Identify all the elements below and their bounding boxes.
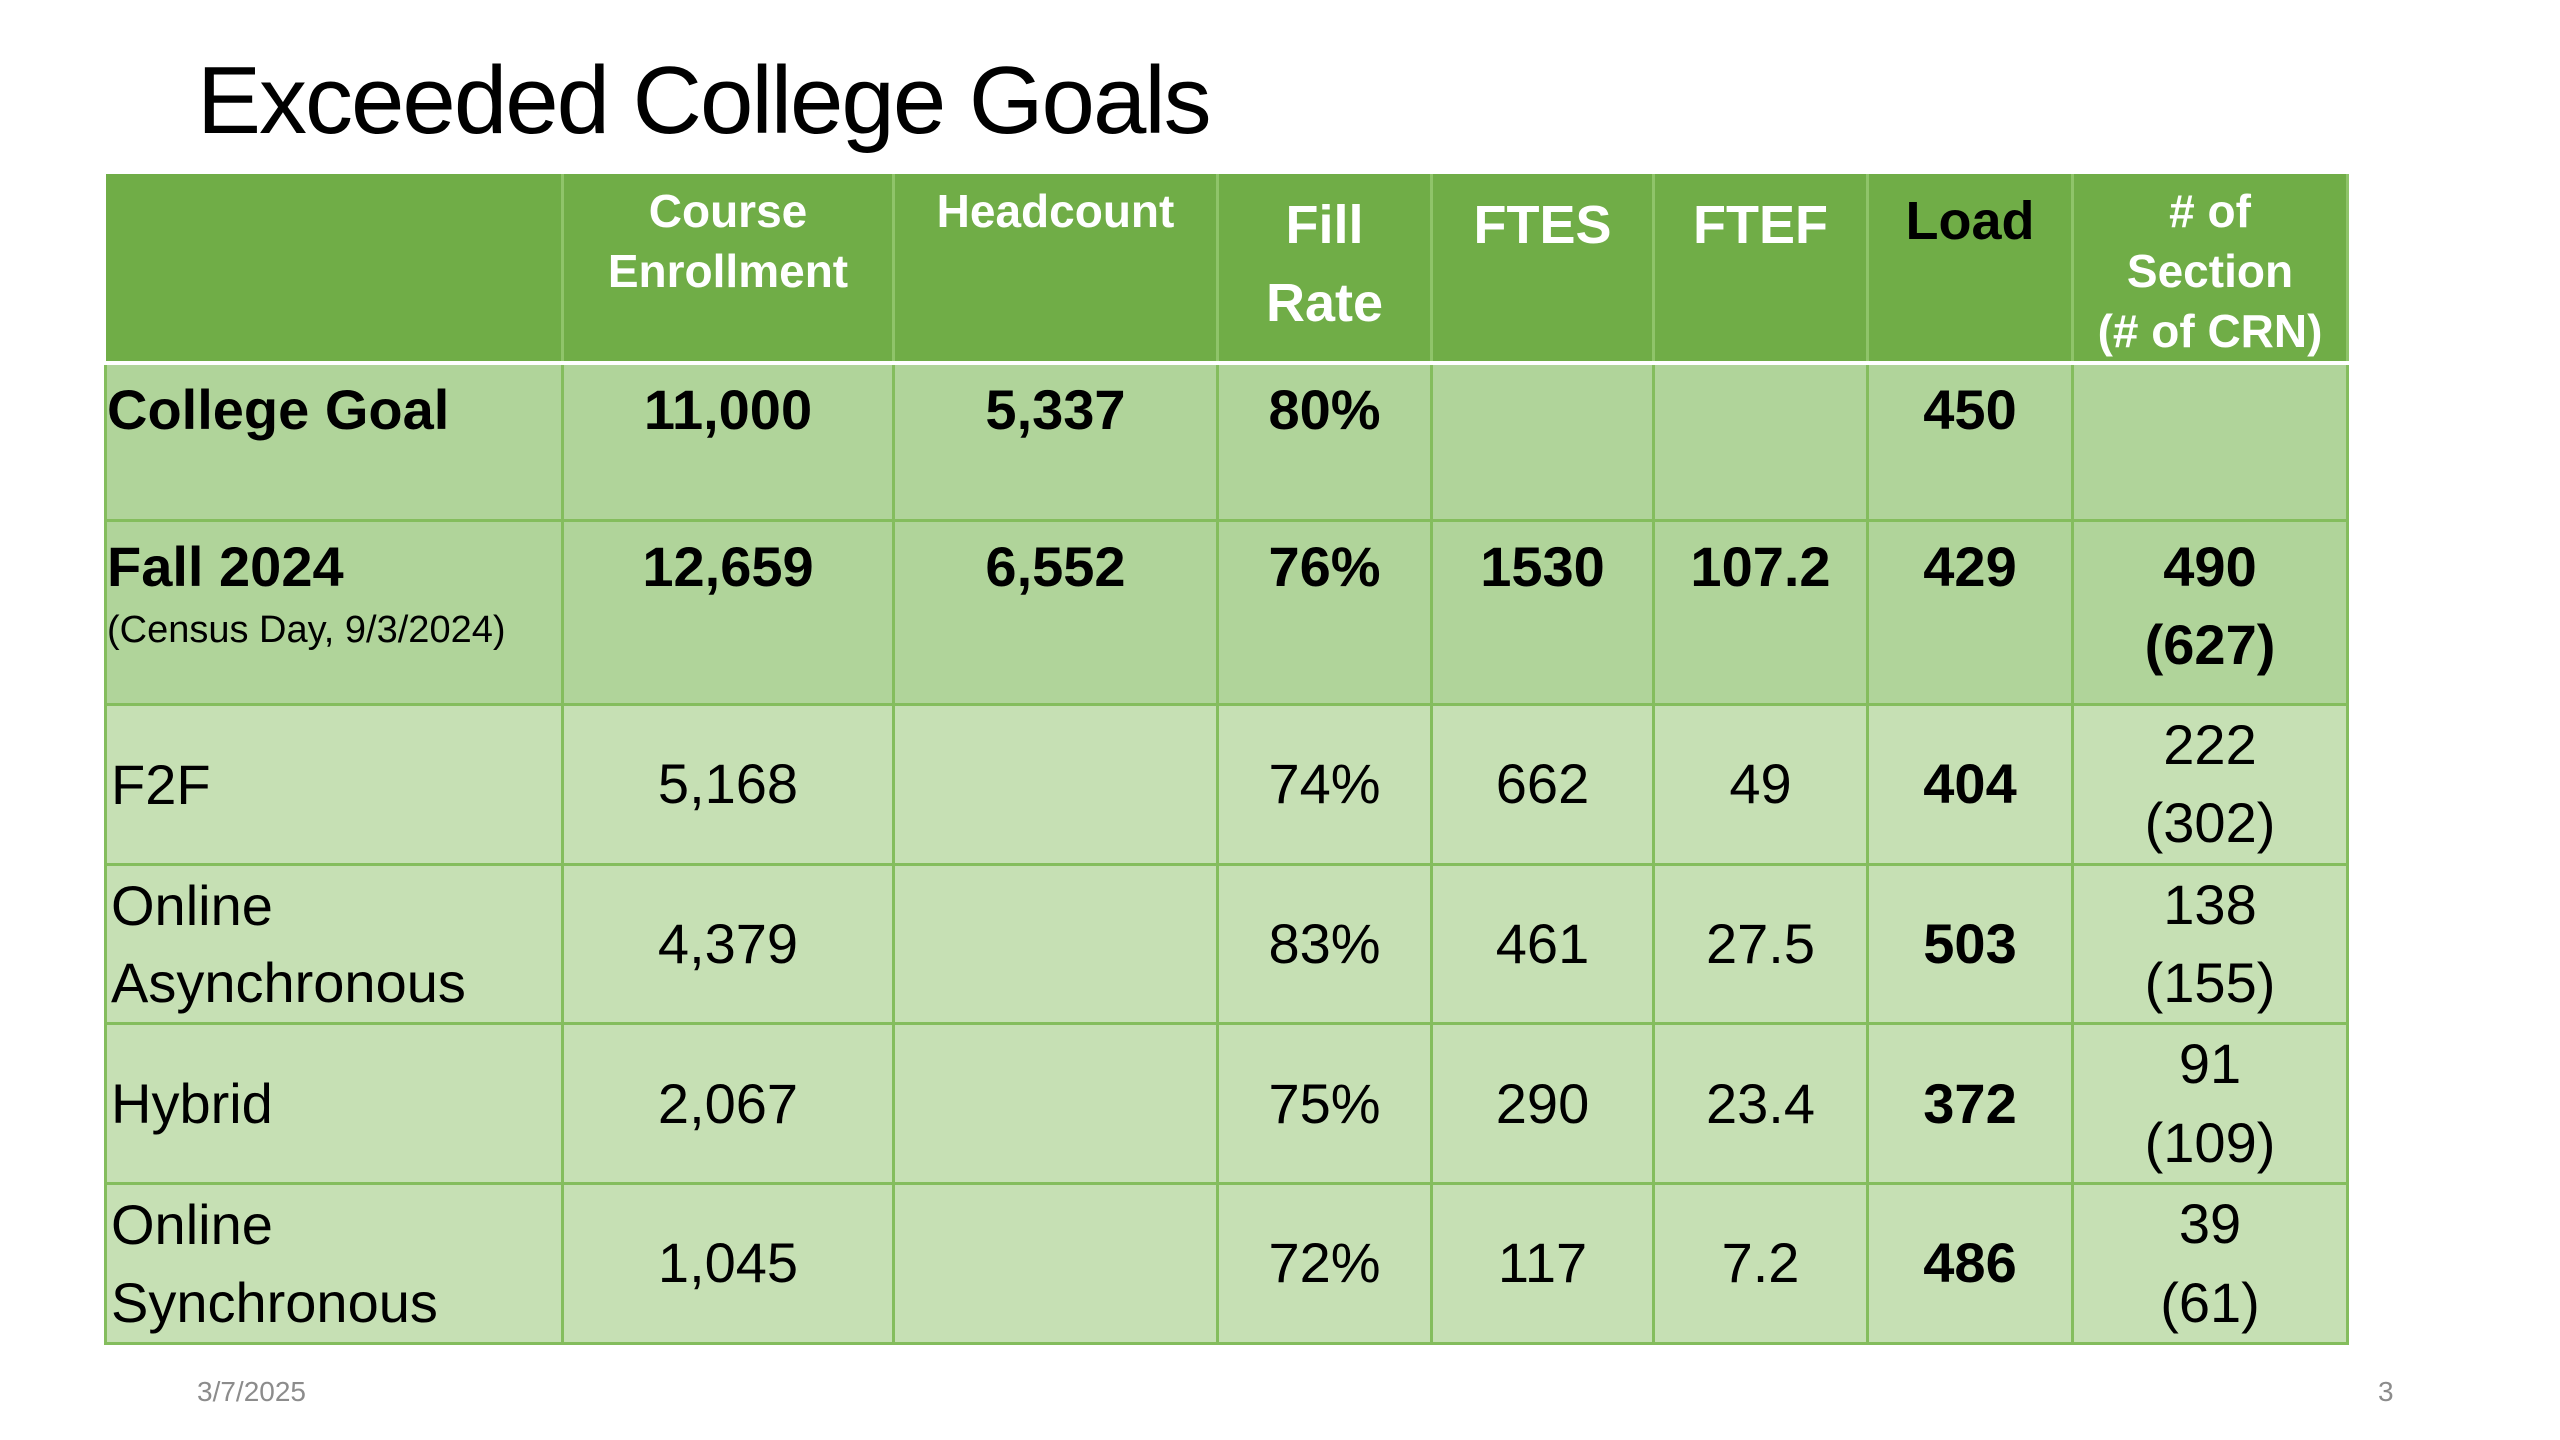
cell-ftef: 27.5 [1652,862,1869,1026]
table-row-college-goal: College Goal 11,000 5,337 80% 450 [104,361,2349,522]
table-row-online-asynchronous: Online Asynchronous 4,379 83% 461 27.5 50… [104,862,2349,1026]
goals-table: Course Enrollment Headcount Fill Rate FTES… [104,174,2349,1346]
header-fill-rate: Fill Rate [1217,174,1433,366]
row-label-f2f: F2F [104,702,564,866]
cell-headcount [892,862,1219,1026]
cell-load: 503 [1866,862,2074,1026]
row-label-online-asynchronous: Online Asynchronous [104,862,564,1026]
slide-title: Exceeded College Goals [197,47,1212,154]
table-row-f2f: F2F 5,168 74% 662 49 404 222 (302) [104,702,2349,866]
header-course-enrollment: Course Enrollment [562,174,895,366]
header-ftef: FTEF [1653,174,1869,366]
cell-sections [2071,361,2349,522]
cell-headcount: 6,552 [892,518,1219,706]
cell-ftef: 107.2 [1652,518,1869,706]
cell-course-enrollment: 11,000 [561,361,895,522]
cell-ftef: 23.4 [1652,1022,1869,1186]
table-row-online-synchronous: Online Synchronous 1,045 72% 117 7.2 486 … [104,1182,2349,1346]
cell-course-enrollment: 1,045 [561,1182,895,1346]
cell-ftes: 662 [1430,702,1655,866]
cell-course-enrollment: 12,659 [561,518,895,706]
cell-ftes: 117 [1430,1182,1655,1346]
cell-sections: 39 (61) [2071,1182,2349,1346]
cell-fill-rate: 72% [1216,1182,1433,1346]
row-sublabel-census-day: (Census Day, 9/3/2024) [107,609,506,652]
cell-ftef: 7.2 [1652,1182,1869,1346]
row-label-text: College Goal [107,378,450,442]
cell-course-enrollment: 4,379 [561,862,895,1026]
cell-sections: 91 (109) [2071,1022,2349,1186]
table-row-hybrid: Hybrid 2,067 75% 290 23.4 372 91 (109) [104,1022,2349,1186]
cell-load: 372 [1866,1022,2074,1186]
cell-ftes: 461 [1430,862,1655,1026]
cell-headcount [892,1182,1219,1346]
cell-ftes: 290 [1430,1022,1655,1186]
footer-date: 3/7/2025 [197,1376,306,1407]
row-label-hybrid: Hybrid [104,1022,564,1186]
row-label-fall-2024: Fall 2024 (Census Day, 9/3/2024) [104,518,564,706]
cell-sections: 490 (627) [2071,518,2349,706]
cell-headcount [892,702,1219,866]
row-label-online-synchronous: Online Synchronous [104,1182,564,1346]
cell-fill-rate: 74% [1216,702,1433,866]
cell-sections: 138 (155) [2071,862,2349,1026]
cell-ftef [1652,361,1869,522]
cell-fill-rate: 83% [1216,862,1433,1026]
cell-headcount [892,1022,1219,1186]
cell-headcount: 5,337 [892,361,1219,522]
cell-fill-rate: 76% [1216,518,1433,706]
cell-load: 450 [1866,361,2074,522]
table-row-fall-2024: Fall 2024 (Census Day, 9/3/2024) 12,659 … [104,518,2349,706]
cell-load: 486 [1866,1182,2074,1346]
page-number: 3 [2378,1376,2394,1407]
table-header-row: Course Enrollment Headcount Fill Rate FTES… [105,174,2349,366]
cell-course-enrollment: 5,168 [561,702,895,866]
row-label-college-goal: College Goal [104,361,564,522]
cell-course-enrollment: 2,067 [561,1022,895,1186]
cell-load: 404 [1866,702,2074,866]
header-headcount: Headcount [893,174,1219,366]
header-ftes: FTES [1431,174,1655,366]
cell-ftes [1430,361,1655,522]
cell-ftes: 1530 [1430,518,1655,706]
cell-fill-rate: 80% [1216,361,1433,522]
cell-ftef: 49 [1652,702,1869,866]
header-blank [105,174,564,366]
header-load: Load [1867,174,2074,366]
cell-sections: 222 (302) [2071,702,2349,866]
header-sections: # of Section (# of CRN) [2072,174,2349,366]
row-label-text: Fall 2024 [107,534,344,598]
cell-load: 429 [1866,518,2074,706]
cell-fill-rate: 75% [1216,1022,1433,1186]
